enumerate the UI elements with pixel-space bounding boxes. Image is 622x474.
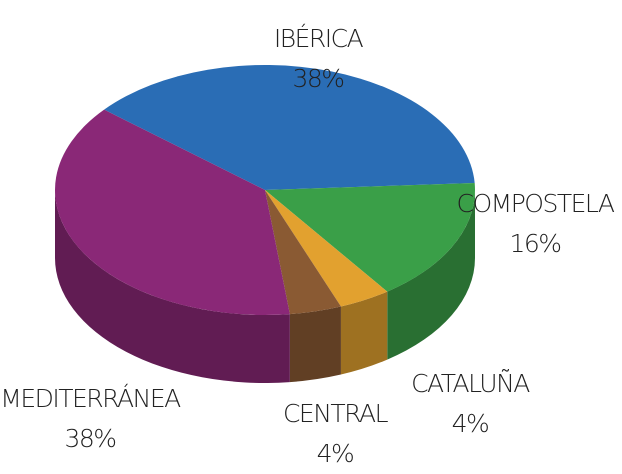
slice-label: CENTRAL [283, 399, 389, 428]
slice-value-label: 38% [64, 424, 115, 453]
slice-label: IBÉRICA [274, 24, 364, 53]
slice-side [340, 291, 388, 375]
slice-value-label: 38% [292, 64, 343, 93]
slice-value-label: 4% [452, 409, 489, 438]
slice-value-label: 4% [317, 439, 354, 468]
slice-side [387, 190, 475, 360]
slice [265, 190, 341, 315]
slice [265, 183, 475, 292]
slice-side [55, 190, 290, 383]
slice [265, 190, 388, 307]
slice [104, 65, 475, 190]
slice-label: MEDITERRÁNEA [0, 384, 181, 413]
slice-label: CATALUÑA [411, 369, 530, 398]
slice-value-label: 16% [509, 229, 560, 258]
slice [55, 109, 290, 315]
slice-side [289, 306, 341, 383]
slice-label: COMPOSTELA [457, 189, 615, 218]
